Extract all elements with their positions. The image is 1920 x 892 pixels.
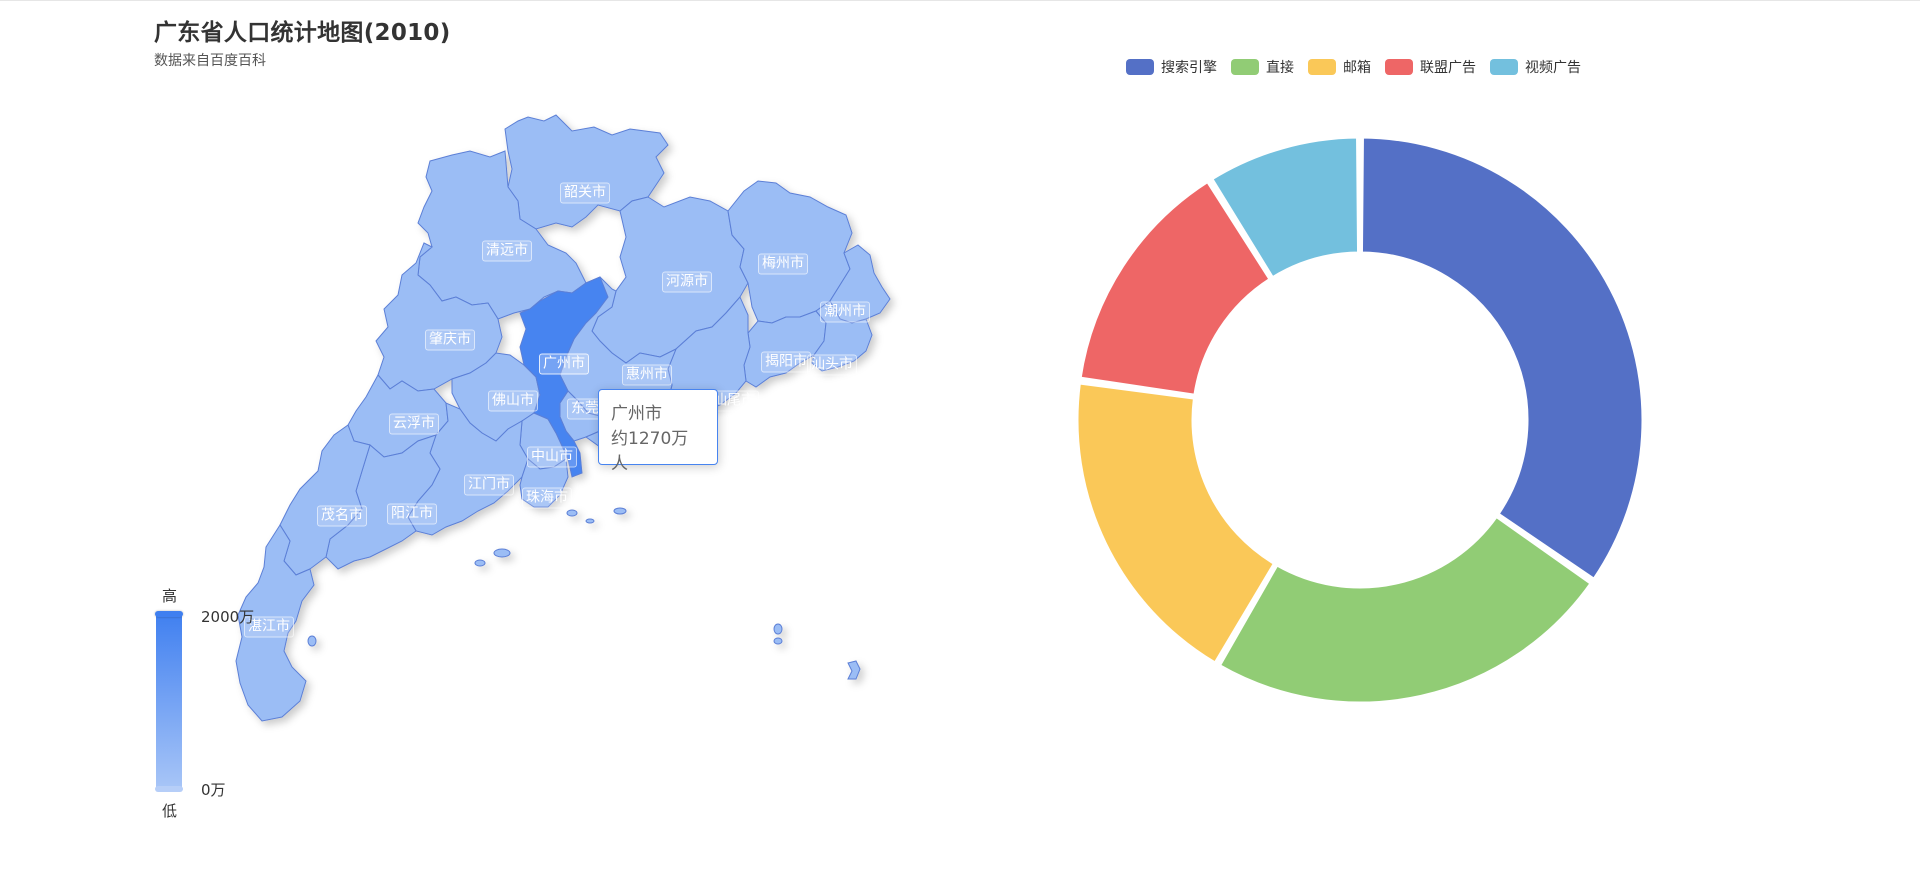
legend-item-video-ads[interactable]: 视频广告	[1490, 57, 1581, 77]
visual-map-bar[interactable]	[156, 611, 182, 791]
city-label-guangzhou: 广州市	[539, 353, 589, 375]
city-label-zhaoqing: 肇庆市	[425, 329, 475, 351]
map-regions	[235, 114, 891, 722]
map-title: 广东省人口统计地图(2010)	[154, 20, 451, 46]
city-label-yunfu: 云浮市	[389, 413, 439, 435]
city-label-yangjiang: 阳江市	[387, 503, 437, 525]
island-1	[566, 509, 578, 517]
visual-map-high-text: 高	[162, 587, 178, 605]
legend-swatch	[1126, 59, 1154, 75]
visual-map-low-text: 低	[162, 802, 178, 820]
visual-map[interactable]: 高 2000万 0万 低	[140, 581, 260, 821]
donut-slice-3[interactable]	[1078, 180, 1272, 397]
donut-slice-2[interactable]	[1075, 381, 1276, 665]
island-3	[613, 507, 627, 515]
city-label-jieyang: 揭阳市	[761, 351, 811, 373]
region-chaozhou[interactable]	[829, 244, 891, 324]
city-label-shantou: 汕头市	[807, 354, 857, 376]
map-tooltip: 广州市 约1270万人	[598, 389, 718, 474]
legend-item-email[interactable]: 邮箱	[1308, 57, 1371, 77]
legend-swatch	[1385, 59, 1413, 75]
legend-label: 联盟广告	[1420, 60, 1476, 76]
city-label-huizhou: 惠州市	[622, 364, 672, 386]
legend-label: 直接	[1266, 60, 1294, 76]
legend-swatch	[1490, 59, 1518, 75]
region-shantou[interactable]	[811, 300, 873, 372]
legend-item-direct[interactable]: 直接	[1231, 57, 1294, 77]
donut-slice-0[interactable]	[1359, 135, 1645, 581]
donut-chart[interactable]	[1060, 111, 1660, 711]
island-9	[847, 660, 861, 680]
legend-label: 搜索引擎	[1161, 60, 1217, 76]
city-label-chaozhou: 潮州市	[820, 301, 870, 323]
city-label-maoming: 茂名市	[317, 505, 367, 527]
map-svg[interactable]	[0, 1, 960, 892]
visual-map-min-label: 0万	[201, 781, 226, 799]
legend-label: 邮箱	[1343, 60, 1371, 76]
legend-item-union-ads[interactable]: 联盟广告	[1385, 57, 1476, 77]
visual-map-handle-bottom[interactable]	[155, 786, 183, 792]
tooltip-value: 约1270万人	[611, 429, 689, 474]
island-4	[493, 548, 511, 558]
guangdong-map[interactable]: 韶关市 清远市 河源市 梅州市 潮州市 肇庆市 广州市 惠州市 揭阳市 汕头市 …	[0, 1, 960, 892]
legend-item-search[interactable]: 搜索引擎	[1126, 57, 1217, 77]
city-label-meizhou: 梅州市	[758, 253, 808, 275]
city-label-qingyuan: 清远市	[482, 240, 532, 262]
island-2	[585, 518, 595, 524]
island-5	[474, 559, 486, 567]
region-guangzhou[interactable]	[519, 276, 609, 478]
visual-map-handle-top[interactable]	[155, 611, 183, 617]
tooltip-city: 广州市	[611, 404, 662, 424]
city-label-jiangmen: 江门市	[464, 474, 514, 496]
city-label-shaoguan: 韶关市	[560, 182, 610, 204]
legend-swatch	[1231, 59, 1259, 75]
island-6	[307, 635, 317, 647]
visual-map-max-label: 2000万	[201, 608, 255, 626]
legend-label: 视频广告	[1525, 60, 1581, 76]
city-label-zhuhai: 珠海市	[522, 487, 572, 509]
city-label-zhongshan: 中山市	[527, 446, 577, 468]
island-8	[773, 637, 783, 645]
city-label-shanwei: 汕尾市	[709, 390, 759, 412]
region-zhanjiang[interactable]	[235, 524, 315, 722]
legend-swatch	[1308, 59, 1336, 75]
city-label-heyuan: 河源市	[662, 271, 712, 293]
map-subtitle: 数据来自百度百科	[154, 53, 266, 69]
pie-legend[interactable]: 搜索引擎 直接 邮箱 联盟广告 视频广告	[1126, 57, 1581, 77]
donut-slice-1[interactable]	[1217, 514, 1593, 705]
region-jieyang[interactable]	[743, 310, 827, 388]
donut-slice-4[interactable]	[1210, 135, 1361, 280]
island-7	[773, 623, 783, 635]
city-label-zhanjiang: 湛江市	[244, 616, 294, 638]
city-label-foshan: 佛山市	[488, 390, 538, 412]
